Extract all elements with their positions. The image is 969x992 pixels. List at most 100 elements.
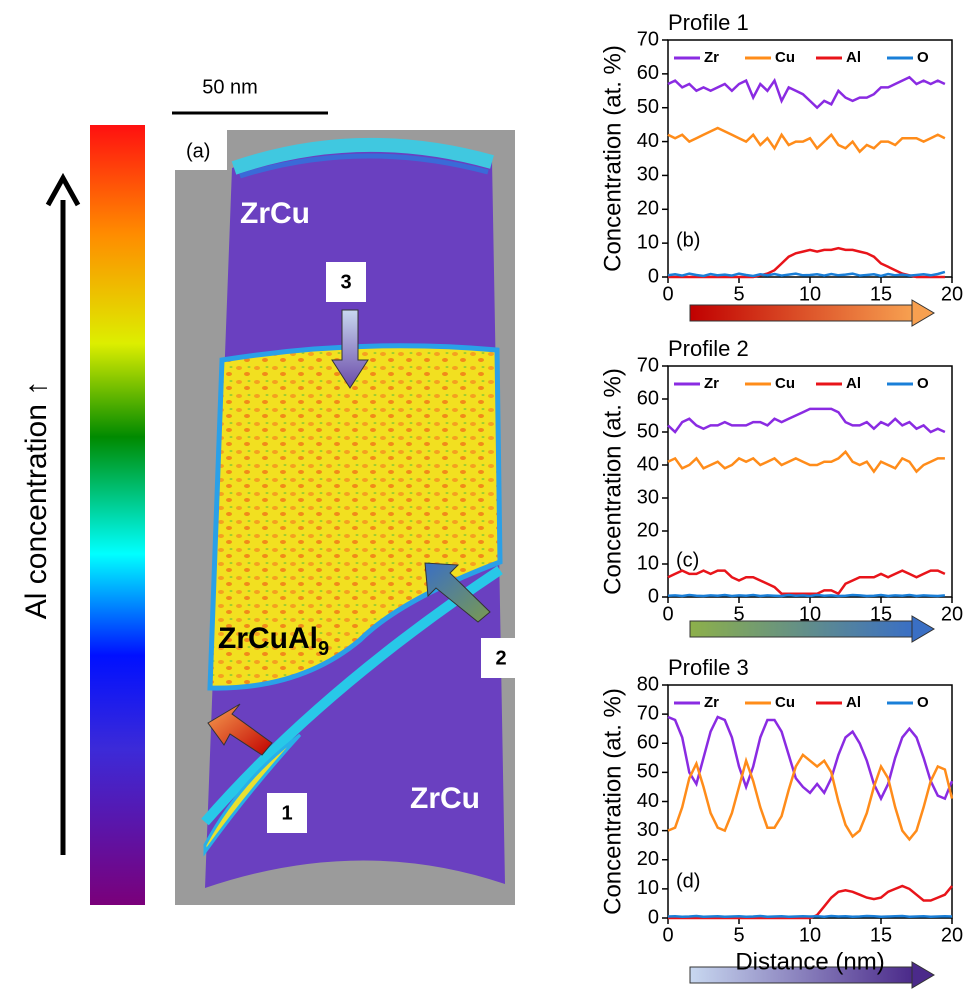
y-tick-label: 10 xyxy=(637,552,659,574)
legend-label: Cu xyxy=(775,375,795,392)
x-tick-label: 10 xyxy=(799,283,821,305)
x-tick-label: 10 xyxy=(799,603,821,625)
panel-label: (d) xyxy=(676,870,700,892)
marker-label: 2 xyxy=(495,647,506,669)
y-tick-label: 20 xyxy=(637,848,659,870)
x-axis-label: Distance (nm) xyxy=(735,948,884,975)
map-panel-label: (a) xyxy=(186,140,210,162)
y-tick-label: 0 xyxy=(648,265,659,287)
profile-arrow xyxy=(331,309,369,389)
series-line xyxy=(667,715,954,802)
x-tick-label: 15 xyxy=(870,603,892,625)
chart-title: Profile 2 xyxy=(668,336,749,361)
x-tick-label: 15 xyxy=(870,924,892,946)
x-tick-label: 0 xyxy=(662,283,673,305)
y-axis-label: Concentration (at. %) xyxy=(599,368,626,595)
y-axis-label: Concentration (at. %) xyxy=(599,45,626,272)
x-tick-label: 10 xyxy=(799,924,821,946)
x-tick-label: 0 xyxy=(662,603,673,625)
phase-label: ZrCu xyxy=(240,197,310,230)
x-tick-label: 5 xyxy=(733,924,744,946)
profile-arrow xyxy=(207,703,273,756)
profile-arrow-head xyxy=(911,961,935,989)
profile-arrow-head xyxy=(911,299,935,327)
y-tick-label: 40 xyxy=(637,790,659,812)
phase-label: ZrCu xyxy=(410,782,480,815)
marker-box xyxy=(267,793,307,833)
legend-label: O xyxy=(917,375,929,392)
y-tick-label: 0 xyxy=(648,585,659,607)
x-tick-label: 15 xyxy=(870,283,892,305)
legend-label: Zr xyxy=(704,694,719,711)
y-tick-label: 10 xyxy=(637,877,659,899)
series-line xyxy=(667,914,953,919)
scale-label: 50 nm xyxy=(202,76,258,98)
profile-arrow xyxy=(689,304,913,322)
legend-label: Al xyxy=(846,375,861,392)
y-axis-label: Concentration (at. %) xyxy=(599,688,626,915)
marker-box xyxy=(326,262,366,302)
chart-title: Profile 3 xyxy=(668,655,749,680)
series-line xyxy=(667,449,945,474)
y-tick-label: 20 xyxy=(637,519,659,541)
profile-arrow xyxy=(424,562,491,623)
colorbar-label: Al concentration ↑ xyxy=(20,381,53,619)
y-tick-label: 50 xyxy=(637,420,659,442)
marker-box xyxy=(481,638,521,678)
colorbar xyxy=(90,125,145,905)
thin-layer xyxy=(203,733,302,857)
y-tick-label: 30 xyxy=(637,164,659,186)
y-tick-label: 80 xyxy=(637,673,659,695)
y-tick-label: 60 xyxy=(637,387,659,409)
legend-label: Al xyxy=(846,694,861,711)
plot-frame xyxy=(667,684,953,919)
y-tick-label: 50 xyxy=(637,96,659,118)
y-tick-label: 30 xyxy=(637,486,659,508)
chart-title: Profile 1 xyxy=(668,10,749,35)
series-line xyxy=(668,246,945,279)
y-tick-label: 40 xyxy=(637,130,659,152)
surface-layer xyxy=(239,153,489,179)
legend-label: Cu xyxy=(775,49,795,66)
y-tick-label: 70 xyxy=(637,702,659,724)
y-tick-label: 70 xyxy=(637,354,659,376)
series-line xyxy=(667,753,954,842)
legend-label: O xyxy=(917,694,929,711)
y-tick-label: 70 xyxy=(637,28,659,50)
arrow-head xyxy=(45,172,81,207)
phase-subscript: 9 xyxy=(318,638,329,660)
series-line xyxy=(667,569,946,596)
panel-label: (c) xyxy=(676,549,699,571)
y-tick-label: 10 xyxy=(637,231,659,253)
x-tick-label: 20 xyxy=(941,924,963,946)
x-tick-label: 5 xyxy=(733,603,744,625)
marker-label: 3 xyxy=(340,271,351,293)
y-tick-label: 0 xyxy=(648,906,659,928)
panel-label: (b) xyxy=(676,229,700,251)
marker-label: 1 xyxy=(281,802,292,824)
legend-label: Al xyxy=(846,49,861,66)
label-box xyxy=(175,130,227,170)
y-tick-label: 60 xyxy=(637,732,659,754)
series-line xyxy=(667,593,946,598)
x-tick-label: 20 xyxy=(941,283,963,305)
series-line xyxy=(667,126,946,154)
y-tick-label: 50 xyxy=(637,761,659,783)
y-tick-label: 40 xyxy=(637,453,659,475)
y-tick-label: 30 xyxy=(637,819,659,841)
x-tick-label: 20 xyxy=(941,603,963,625)
series-line xyxy=(667,407,946,434)
phase-label: ZrCuAl9 xyxy=(218,622,329,660)
legend-label: O xyxy=(917,49,929,66)
plot-frame xyxy=(667,39,953,278)
y-tick-label: 20 xyxy=(637,198,659,220)
plot-frame xyxy=(667,365,953,598)
surface-layer xyxy=(231,137,494,175)
series-line xyxy=(667,270,946,278)
y-tick-label: 60 xyxy=(637,62,659,84)
profile-arrow xyxy=(689,620,913,638)
x-tick-label: 5 xyxy=(733,283,744,305)
profile-arrow-head xyxy=(911,615,935,643)
x-tick-label: 0 xyxy=(662,924,673,946)
